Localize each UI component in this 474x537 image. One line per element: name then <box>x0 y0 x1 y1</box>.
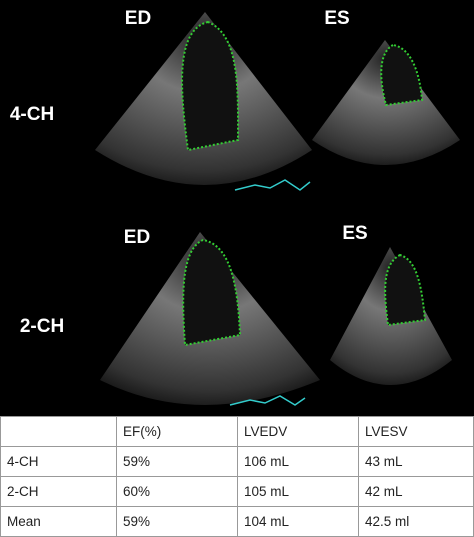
header-cell: LVEDV <box>237 416 359 447</box>
view-label: 2-CH <box>20 316 64 337</box>
cell: 105 mL <box>237 476 359 507</box>
lv-contour <box>380 43 424 107</box>
view-label: 4-CH <box>10 104 54 125</box>
cell: 4-CH <box>0 446 117 477</box>
phase-label: ED <box>124 227 150 248</box>
lv-contour <box>384 253 427 327</box>
cell: 43 mL <box>358 446 474 477</box>
ecg <box>234 179 311 191</box>
lv-contour <box>181 20 240 152</box>
results-table: EF(%) LVEDV LVESV 4-CH 59% 106 mL 43 mL … <box>0 416 474 537</box>
header-cell: LVESV <box>358 416 474 447</box>
phase-label: ED <box>125 8 151 29</box>
cell: Mean <box>0 506 117 537</box>
cell: 60% <box>116 476 238 507</box>
ecg <box>229 395 306 406</box>
header-cell: EF(%) <box>116 416 238 447</box>
header-row: EF(%) LVEDV LVESV <box>0 416 474 447</box>
row: 4-CH 59% 106 mL 43 mL <box>0 446 474 477</box>
cell: 106 mL <box>237 446 359 477</box>
cell: 104 mL <box>237 506 359 537</box>
cell: 2-CH <box>0 476 117 507</box>
cell: 59% <box>116 446 238 477</box>
row: 2-CH 60% 105 mL 42 mL <box>0 476 474 507</box>
phase-label: ES <box>324 8 349 29</box>
phase-label: ES <box>342 223 367 244</box>
cell: 42 mL <box>358 476 474 507</box>
cell <box>0 416 117 447</box>
cell: 59% <box>116 506 238 537</box>
echo-panel: ED ES 4-CH ED ES 2-CH <box>0 0 474 416</box>
lv-contour <box>182 238 242 347</box>
cell: 42.5 ml <box>358 506 474 537</box>
row: Mean 59% 104 mL 42.5 ml <box>0 506 474 537</box>
